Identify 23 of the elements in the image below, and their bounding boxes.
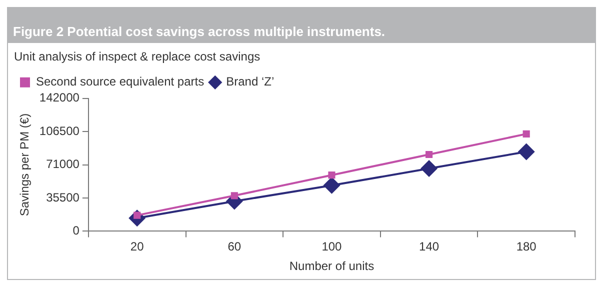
x-tick-label: 100	[322, 240, 342, 254]
point	[323, 176, 340, 194]
x-tick-label: 180	[516, 240, 537, 254]
y-tick-label: 106500	[39, 124, 80, 138]
point	[420, 160, 438, 178]
point	[328, 172, 336, 179]
chart-subtitle: Unit analysis of inspect & replace cost savings	[14, 50, 260, 64]
chart-title: Figure 2 Potential cost savings across multiple instruments.	[13, 24, 386, 39]
y-tick-label: 0	[72, 224, 80, 238]
x-tick-label: 20	[130, 240, 144, 254]
y-tick-label: 35500	[46, 190, 80, 204]
legend-label: Second source equivalent parts	[36, 74, 204, 89]
point	[230, 192, 238, 200]
point	[426, 150, 433, 158]
point	[522, 130, 530, 138]
y-tick-label: 142000	[39, 90, 80, 105]
x-tick-label: 60	[228, 240, 242, 254]
x-tick-label: 140	[419, 240, 440, 254]
point	[518, 143, 535, 160]
x-axis-title: Number of units	[289, 259, 374, 274]
y-tick-label: 71000	[46, 157, 80, 172]
y-axis-title: Savings per PM (€)	[18, 113, 32, 216]
legend-label: Brand ‘Z’	[226, 74, 274, 89]
